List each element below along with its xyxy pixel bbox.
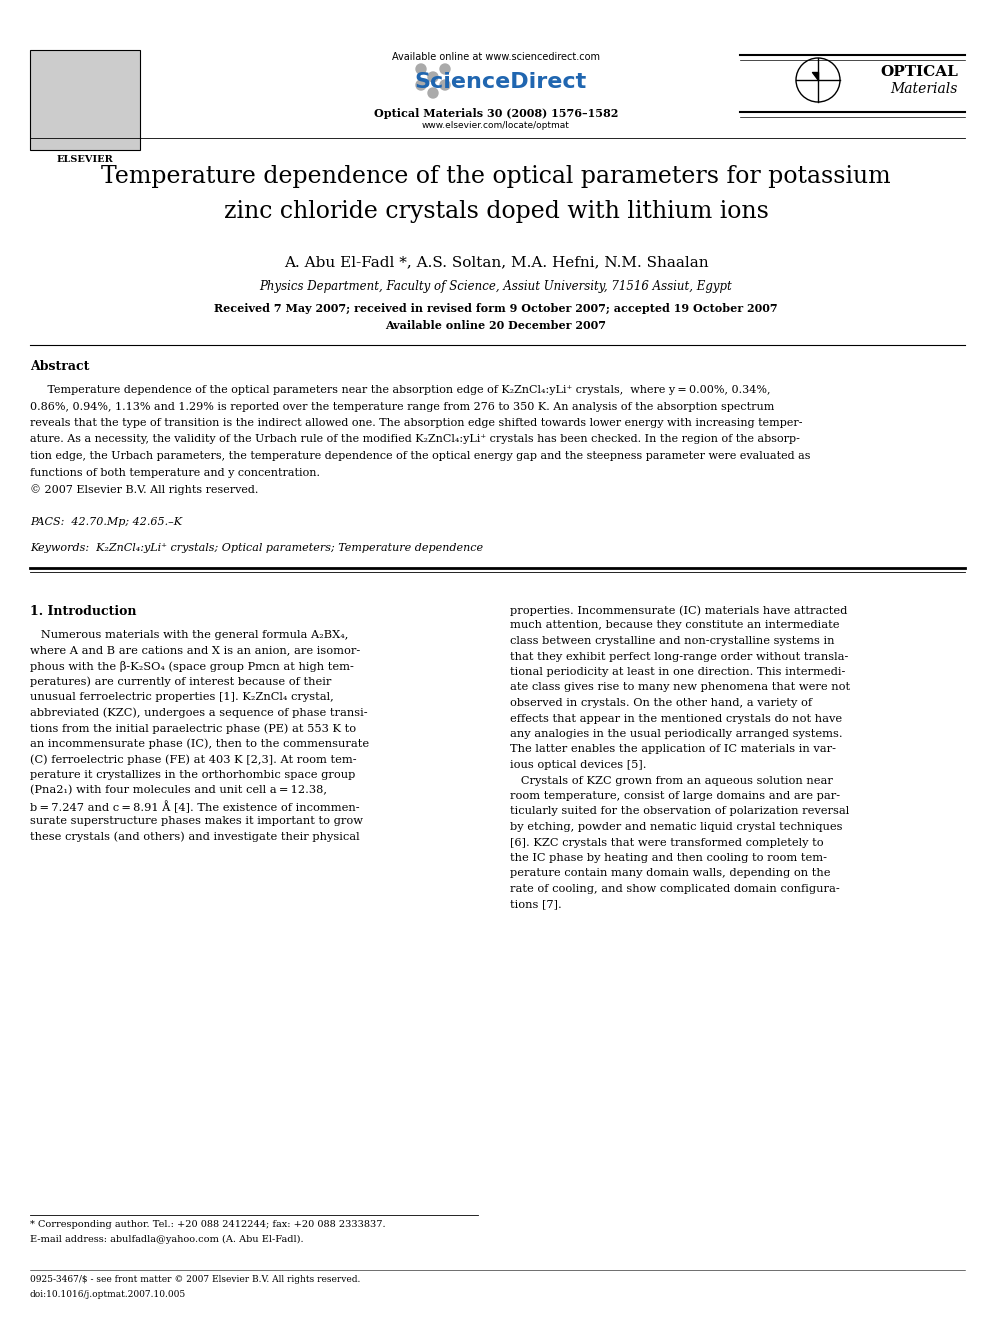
Text: Temperature dependence of the optical parameters near the absorption edge of K₂Z: Temperature dependence of the optical pa… (30, 385, 771, 396)
Text: E-mail address: abulfadla@yahoo.com (A. Abu El-Fadl).: E-mail address: abulfadla@yahoo.com (A. … (30, 1234, 304, 1244)
Text: peratures) are currently of interest because of their: peratures) are currently of interest bec… (30, 676, 331, 687)
Text: www.elsevier.com/locate/optmat: www.elsevier.com/locate/optmat (422, 120, 570, 130)
Text: [6]. KZC crystals that were transformed completely to: [6]. KZC crystals that were transformed … (510, 837, 823, 848)
Circle shape (416, 79, 426, 90)
Text: * Corresponding author. Tel.: +20 088 2412244; fax: +20 088 2333837.: * Corresponding author. Tel.: +20 088 24… (30, 1220, 386, 1229)
Text: Abstract: Abstract (30, 360, 89, 373)
Text: The latter enables the application of IC materials in var-: The latter enables the application of IC… (510, 745, 836, 754)
Text: reveals that the type of transition is the indirect allowed one. The absorption : reveals that the type of transition is t… (30, 418, 803, 429)
Text: properties. Incommensurate (IC) materials have attracted: properties. Incommensurate (IC) material… (510, 605, 847, 615)
Text: Temperature dependence of the optical parameters for potassium: Temperature dependence of the optical pa… (101, 165, 891, 188)
Text: OPTICAL: OPTICAL (880, 65, 958, 79)
Text: that they exhibit perfect long-range order without transla-: that they exhibit perfect long-range ord… (510, 651, 848, 662)
Text: tional periodicity at least in one direction. This intermedi-: tional periodicity at least in one direc… (510, 667, 845, 677)
Circle shape (428, 71, 438, 82)
Text: any analogies in the usual periodically arranged systems.: any analogies in the usual periodically … (510, 729, 842, 740)
Text: Received 7 May 2007; received in revised form 9 October 2007; accepted 19 Octobe: Received 7 May 2007; received in revised… (214, 303, 778, 314)
Text: ature. As a necessity, the validity of the Urbach rule of the modified K₂ZnCl₄:y: ature. As a necessity, the validity of t… (30, 434, 800, 445)
Text: ELSEVIER: ELSEVIER (57, 155, 113, 164)
Text: tions [7].: tions [7]. (510, 900, 561, 909)
Text: rate of cooling, and show complicated domain configura-: rate of cooling, and show complicated do… (510, 884, 840, 894)
Text: unusual ferroelectric properties [1]. K₂ZnCl₄ crystal,: unusual ferroelectric properties [1]. K₂… (30, 692, 333, 703)
Circle shape (416, 64, 426, 74)
Text: 0.86%, 0.94%, 1.13% and 1.29% is reported over the temperature range from 276 to: 0.86%, 0.94%, 1.13% and 1.29% is reporte… (30, 401, 775, 411)
Circle shape (440, 79, 450, 90)
Text: class between crystalline and non-crystalline systems in: class between crystalline and non-crysta… (510, 636, 834, 646)
Text: an incommensurate phase (IC), then to the commensurate: an incommensurate phase (IC), then to th… (30, 738, 369, 749)
Text: Materials: Materials (891, 82, 958, 97)
Text: perature it crystallizes in the orthorhombic space group: perature it crystallizes in the orthorho… (30, 770, 355, 779)
Text: Optical Materials 30 (2008) 1576–1582: Optical Materials 30 (2008) 1576–1582 (374, 108, 618, 119)
Text: b = 7.247 and c = 8.91 Å [4]. The existence of incommen-: b = 7.247 and c = 8.91 Å [4]. The existe… (30, 800, 360, 814)
Text: Numerous materials with the general formula A₂BX₄,: Numerous materials with the general form… (30, 630, 348, 640)
Text: zinc chloride crystals doped with lithium ions: zinc chloride crystals doped with lithiu… (223, 200, 769, 224)
Circle shape (440, 64, 450, 74)
Text: 1. Introduction: 1. Introduction (30, 605, 137, 618)
Text: (C) ferroelectric phase (FE) at 403 K [2,3]. At room tem-: (C) ferroelectric phase (FE) at 403 K [2… (30, 754, 357, 765)
Text: these crystals (and others) and investigate their physical: these crystals (and others) and investig… (30, 831, 360, 841)
Text: phous with the β-K₂SO₄ (space group Pmcn at high tem-: phous with the β-K₂SO₄ (space group Pmcn… (30, 662, 354, 672)
Text: Physics Department, Faculty of Science, Assiut University, 71516 Assiut, Egypt: Physics Department, Faculty of Science, … (260, 280, 732, 292)
Text: ate class gives rise to many new phenomena that were not: ate class gives rise to many new phenome… (510, 683, 850, 692)
FancyBboxPatch shape (30, 50, 140, 149)
Text: Keywords:  K₂ZnCl₄:yLi⁺ crystals; Optical parameters; Temperature dependence: Keywords: K₂ZnCl₄:yLi⁺ crystals; Optical… (30, 542, 483, 553)
Text: perature contain many domain walls, depending on the: perature contain many domain walls, depe… (510, 868, 830, 878)
Text: by etching, powder and nematic liquid crystal techniques: by etching, powder and nematic liquid cr… (510, 822, 842, 832)
Text: (Pna2₁) with four molecules and unit cell a = 12.38,: (Pna2₁) with four molecules and unit cel… (30, 785, 327, 795)
Text: Available online at www.sciencedirect.com: Available online at www.sciencedirect.co… (392, 52, 600, 62)
Text: 0925-3467/$ - see front matter © 2007 Elsevier B.V. All rights reserved.: 0925-3467/$ - see front matter © 2007 El… (30, 1275, 360, 1285)
Text: doi:10.1016/j.optmat.2007.10.005: doi:10.1016/j.optmat.2007.10.005 (30, 1290, 186, 1299)
Text: tions from the initial paraelectric phase (PE) at 553 K to: tions from the initial paraelectric phas… (30, 722, 356, 733)
Text: observed in crystals. On the other hand, a variety of: observed in crystals. On the other hand,… (510, 699, 812, 708)
Text: ticularly suited for the observation of polarization reversal: ticularly suited for the observation of … (510, 807, 849, 816)
Text: © 2007 Elsevier B.V. All rights reserved.: © 2007 Elsevier B.V. All rights reserved… (30, 484, 258, 495)
Text: much attention, because they constitute an intermediate: much attention, because they constitute … (510, 620, 839, 631)
Text: Crystals of KZC grown from an aqueous solution near: Crystals of KZC grown from an aqueous so… (510, 775, 833, 786)
Text: surate superstructure phases makes it important to grow: surate superstructure phases makes it im… (30, 816, 363, 826)
Text: A. Abu El-Fadl *, A.S. Soltan, M.A. Hefni, N.M. Shaalan: A. Abu El-Fadl *, A.S. Soltan, M.A. Hefn… (284, 255, 708, 269)
Text: abbreviated (KZC), undergoes a sequence of phase transi-: abbreviated (KZC), undergoes a sequence … (30, 708, 368, 718)
Text: tion edge, the Urbach parameters, the temperature dependence of the optical ener: tion edge, the Urbach parameters, the te… (30, 451, 810, 460)
Text: ScienceDirect: ScienceDirect (415, 71, 587, 93)
Circle shape (428, 89, 438, 98)
Text: Available online 20 December 2007: Available online 20 December 2007 (386, 320, 606, 331)
Text: room temperature, consist of large domains and are par-: room temperature, consist of large domai… (510, 791, 840, 800)
Text: functions of both temperature and y concentration.: functions of both temperature and y conc… (30, 467, 320, 478)
Text: PACS:  42.70.Mp; 42.65.–K: PACS: 42.70.Mp; 42.65.–K (30, 517, 182, 527)
Text: effects that appear in the mentioned crystals do not have: effects that appear in the mentioned cry… (510, 713, 842, 724)
Text: the IC phase by heating and then cooling to room tem-: the IC phase by heating and then cooling… (510, 853, 827, 863)
Text: where A and B are cations and X is an anion, are isomor-: where A and B are cations and X is an an… (30, 646, 360, 655)
Text: ious optical devices [5].: ious optical devices [5]. (510, 759, 647, 770)
